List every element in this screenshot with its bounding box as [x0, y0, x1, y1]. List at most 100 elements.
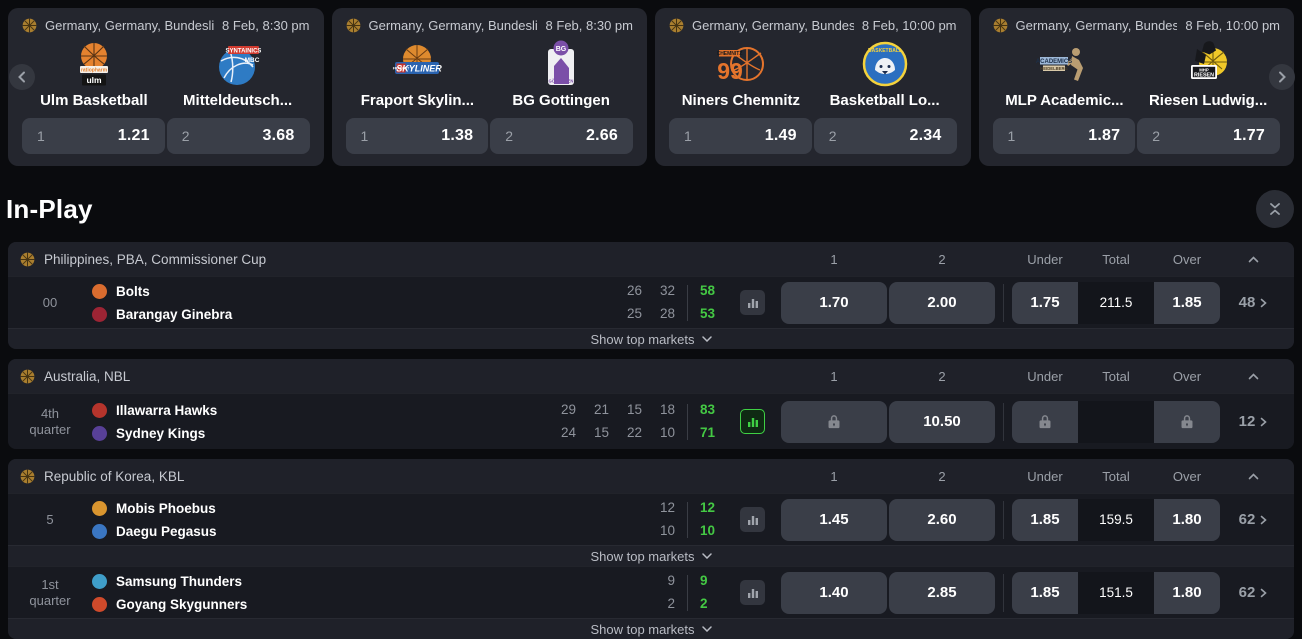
over-odds-button-locked[interactable]	[1154, 400, 1220, 443]
score-board: 29 24 21 15 15 22 18 10 83 71	[543, 402, 724, 441]
column-header-total: Total	[1102, 251, 1130, 267]
over-odds-button[interactable]: 1.85	[1154, 281, 1220, 324]
chevron-right-icon	[1261, 588, 1268, 597]
prematch-card-heidelberg-ludwigsburg: Germany, Germany, Bundes... 8 Feb, 10:00…	[978, 8, 1294, 166]
odds-label: 1	[37, 128, 45, 144]
match-row-hawks-kings: 4th quarter Illawarra Hawks Sydney Kings…	[8, 393, 1294, 449]
basketball-icon	[22, 18, 37, 33]
markets-count-link[interactable]: 48	[1220, 294, 1286, 311]
carousel-next-button[interactable]	[1269, 64, 1295, 90]
match-status: 5	[46, 511, 54, 527]
odds-button-1[interactable]: 1.70	[781, 281, 887, 324]
stats-button[interactable]	[740, 290, 765, 315]
show-top-markets-button[interactable]: Show top markets	[8, 545, 1294, 566]
odds-label: 2	[1152, 128, 1161, 144]
card-header: Germany, Germany, Bundes... 8 Feb, 10:00…	[669, 18, 957, 33]
column-header-under: Under	[1027, 251, 1063, 267]
league-name: Australia, NBL	[20, 369, 781, 384]
barangay-ginebra-logo	[92, 306, 107, 322]
match-status: 1st quarter	[29, 576, 71, 608]
svg-text:FRAPORT: FRAPORT	[393, 67, 410, 71]
bar-chart-icon	[747, 588, 758, 598]
mlp-academics-logo: ACADEMICS HEIDELBERG	[1032, 40, 1096, 88]
under-odds-button[interactable]: 1.85	[1012, 498, 1078, 541]
total-score: 83 71	[700, 402, 716, 440]
team-name: Bolts	[116, 283, 150, 299]
team-name: Barangay Ginebra	[116, 306, 233, 322]
total-line-value: 151.5	[1078, 571, 1154, 614]
odds-value: 1.38	[441, 127, 474, 144]
odds-button-1[interactable]: 1.40	[781, 571, 887, 614]
match-teams[interactable]: Bolts Barangay Ginebra	[92, 282, 232, 323]
under-odds-button-locked[interactable]	[1012, 400, 1078, 443]
prematch-card-skyliners-goettingen: Germany, Germany, Bundesli... 8 Feb, 8:3…	[331, 8, 647, 166]
odds-button-1[interactable]: 1 1.21	[22, 118, 165, 154]
column-header-under: Under	[1027, 468, 1063, 484]
odds-button-1[interactable]: 1.45	[781, 498, 887, 541]
stats-button[interactable]	[740, 507, 765, 532]
svg-text:MBC: MBC	[244, 57, 259, 64]
odds-button-2[interactable]: 2.60	[889, 498, 995, 541]
markets-count-link[interactable]: 12	[1220, 413, 1286, 430]
basketball-icon	[346, 18, 360, 33]
away-team: SYNTAINICS MBC Mitteldeutsch...	[166, 40, 310, 109]
svg-text:ACADEMICS: ACADEMICS	[1036, 59, 1072, 65]
collapse-all-button[interactable]	[1256, 190, 1294, 228]
card-datetime: 8 Feb, 8:30 pm	[545, 18, 633, 33]
odds-button-2[interactable]: 2 2.66	[490, 118, 633, 154]
odds-button-1[interactable]: 1 1.87	[992, 118, 1136, 154]
home-team-name: Niners Chemnitz	[681, 92, 801, 109]
odds-button-1-locked[interactable]	[781, 400, 887, 443]
odds-button-2[interactable]: 2.85	[889, 571, 995, 614]
column-header-total: Total	[1102, 368, 1130, 384]
odds-label: 1	[1007, 128, 1016, 144]
markets-count-link[interactable]: 62	[1220, 511, 1286, 528]
section-collapse-button[interactable]	[1220, 255, 1286, 263]
chevron-up-icon	[1248, 472, 1258, 479]
stats-button[interactable]	[740, 580, 765, 605]
markets-count-link[interactable]: 62	[1220, 584, 1286, 601]
svg-text:SKYLINERS: SKYLINERS	[397, 64, 443, 74]
under-odds-button[interactable]: 1.75	[1012, 281, 1078, 324]
odds-button-1[interactable]: 1 1.49	[669, 118, 812, 154]
stats-button-live[interactable]	[740, 409, 765, 434]
match-status: 4th quarter	[29, 405, 71, 437]
lock-icon	[1181, 415, 1193, 429]
show-top-markets-button[interactable]: Show top markets	[8, 328, 1294, 349]
odds-button-2[interactable]: 2 1.77	[1137, 118, 1280, 154]
over-odds-button[interactable]: 1.80	[1154, 571, 1220, 614]
show-top-markets-button[interactable]: Show top markets	[8, 618, 1294, 639]
odds-button-2[interactable]: 10.50	[889, 400, 995, 443]
away-team-name: Mitteldeutsch...	[183, 92, 293, 109]
under-odds-button[interactable]: 1.85	[1012, 571, 1078, 614]
svg-text:RIESEN: RIESEN	[1194, 73, 1214, 79]
match-teams[interactable]: Samsung Thunders Goyang Skygunners	[92, 572, 247, 613]
bolts-logo	[92, 283, 107, 299]
odds-button-2[interactable]: 2.00	[889, 281, 995, 324]
odds-button-1[interactable]: 1 1.38	[345, 118, 489, 154]
basketball-icon	[993, 18, 1007, 33]
total-line-value: 159.5	[1078, 498, 1154, 541]
column-header-1: 1	[830, 368, 838, 384]
total-score: 58 53	[700, 283, 716, 321]
odds-value: 3.68	[262, 127, 295, 144]
svg-text:HEIDELBERG: HEIDELBERG	[1041, 66, 1068, 71]
over-odds-button[interactable]: 1.80	[1154, 498, 1220, 541]
inplay-titlebar: In-Play	[0, 174, 1302, 242]
match-teams[interactable]: Mobis Phoebus Daegu Pegasus	[92, 499, 217, 540]
svg-text:BG: BG	[556, 46, 567, 53]
score-board: 26 25 32 28 58 53	[609, 283, 724, 322]
column-header-over: Over	[1172, 468, 1202, 484]
svg-text:MHP: MHP	[1199, 68, 1209, 73]
odds-button-2[interactable]: 2 2.34	[813, 118, 957, 154]
section-collapse-button[interactable]	[1220, 372, 1286, 380]
basketball-icon	[669, 18, 684, 33]
match-teams[interactable]: Illawarra Hawks Sydney Kings	[92, 401, 217, 442]
section-collapse-button[interactable]	[1220, 472, 1286, 480]
mobis-phoebus-logo	[92, 500, 107, 516]
card-datetime: 8 Feb, 10:00 pm	[861, 18, 957, 33]
carousel-prev-button[interactable]	[9, 64, 35, 90]
bar-chart-icon	[747, 298, 758, 308]
odds-button-2[interactable]: 2 3.68	[166, 118, 310, 154]
card-league-label: Germany, Germany, Bundesli...	[45, 18, 215, 33]
